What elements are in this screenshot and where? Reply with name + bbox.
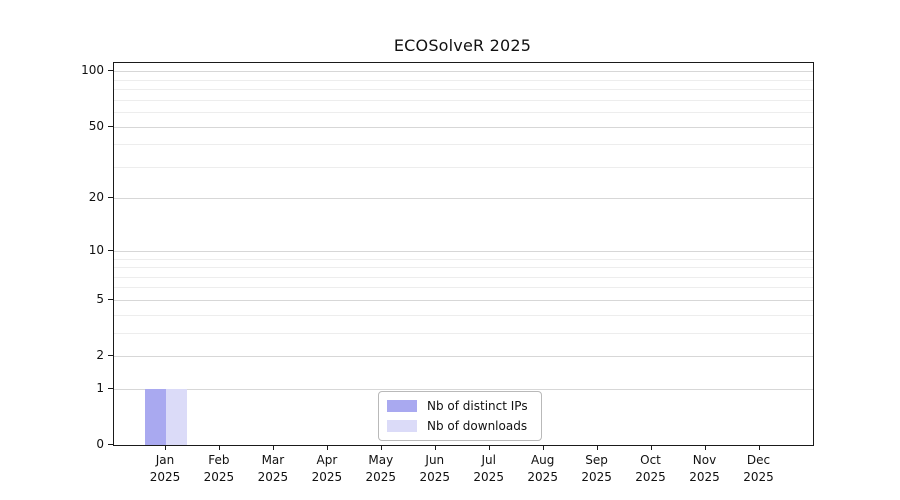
y-tick-label: 2: [96, 348, 104, 362]
x-tick-label: Apr 2025: [311, 453, 343, 484]
x-tick-mark: [650, 445, 652, 450]
minor-gridline: [114, 314, 813, 316]
major-gridline: [114, 299, 813, 301]
x-tick-mark: [380, 445, 382, 450]
minor-gridline: [114, 258, 813, 260]
legend-label: Nb of downloads: [427, 419, 528, 433]
y-tick-mark: [108, 355, 113, 356]
major-gridline: [114, 388, 813, 390]
major-gridline: [114, 71, 813, 73]
x-tick-label: Feb 2025: [203, 453, 235, 484]
x-tick-label: Aug 2025: [527, 453, 558, 484]
y-tick-mark: [108, 444, 113, 445]
chart-title: ECOSolveR 2025: [393, 36, 532, 55]
legend: Nb of distinct IPs Nb of downloads: [378, 391, 542, 441]
legend-entry: Nb of distinct IPs: [387, 398, 533, 414]
bar-nb-of-downloads: [166, 388, 187, 445]
y-tick-mark: [108, 249, 113, 251]
legend-swatch: [387, 400, 417, 412]
x-tick-mark: [165, 445, 166, 450]
x-tick-mark: [272, 445, 274, 450]
y-tick-label: 20: [88, 190, 104, 205]
major-gridline: [114, 250, 813, 252]
minor-gridline: [114, 166, 813, 168]
x-tick-label: May 2025: [365, 453, 397, 484]
minor-gridline: [114, 99, 813, 101]
x-tick-mark: [704, 445, 706, 450]
x-tick-mark: [218, 445, 220, 450]
y-tick-mark: [108, 70, 113, 72]
minor-gridline: [114, 276, 813, 278]
x-tick-mark: [434, 445, 436, 450]
y-tick-mark: [108, 298, 113, 300]
x-tick-label: Oct 2025: [635, 453, 666, 484]
y-tick-label: 0: [96, 437, 104, 451]
x-tick-mark: [326, 445, 328, 450]
y-tick-label: 1: [96, 380, 104, 395]
minor-gridline: [114, 144, 813, 146]
major-gridline: [114, 198, 813, 200]
minor-gridline: [114, 287, 813, 289]
y-tick-label: 5: [96, 291, 104, 306]
bar-nb-of-distinct-ips: [145, 388, 166, 445]
legend-swatch: [387, 420, 417, 432]
legend-label: Nb of distinct IPs: [427, 399, 528, 413]
plot-area: Nb of distinct IPs Nb of downloads: [113, 62, 814, 446]
y-tick-label: 100: [81, 63, 104, 78]
x-tick-label: Jul 2025: [473, 453, 504, 484]
minor-gridline: [114, 267, 813, 268]
x-tick-label: Dec 2025: [743, 453, 774, 484]
x-tick-label: Mar 2025: [257, 453, 289, 484]
y-tick-mark: [108, 125, 113, 127]
legend-entry: Nb of downloads: [387, 418, 533, 434]
major-gridline: [114, 126, 813, 128]
x-tick-label: Nov 2025: [689, 453, 720, 484]
y-tick-label: 50: [88, 118, 104, 133]
y-tick-mark: [108, 387, 113, 389]
minor-gridline: [114, 79, 813, 81]
x-tick-label: Jun 2025: [419, 453, 451, 484]
minor-gridline: [114, 112, 813, 114]
y-tick-mark: [108, 197, 113, 199]
y-tick-label: 10: [88, 242, 104, 257]
minor-gridline: [114, 89, 813, 91]
x-tick-mark: [596, 445, 598, 450]
x-tick-mark: [542, 445, 544, 450]
x-tick-label: Jan 2025: [149, 453, 181, 484]
x-tick-mark: [488, 445, 490, 450]
x-tick-label: Sep 2025: [581, 453, 612, 484]
major-gridline: [114, 356, 813, 357]
x-tick-mark: [758, 445, 760, 450]
minor-gridline: [114, 332, 813, 334]
